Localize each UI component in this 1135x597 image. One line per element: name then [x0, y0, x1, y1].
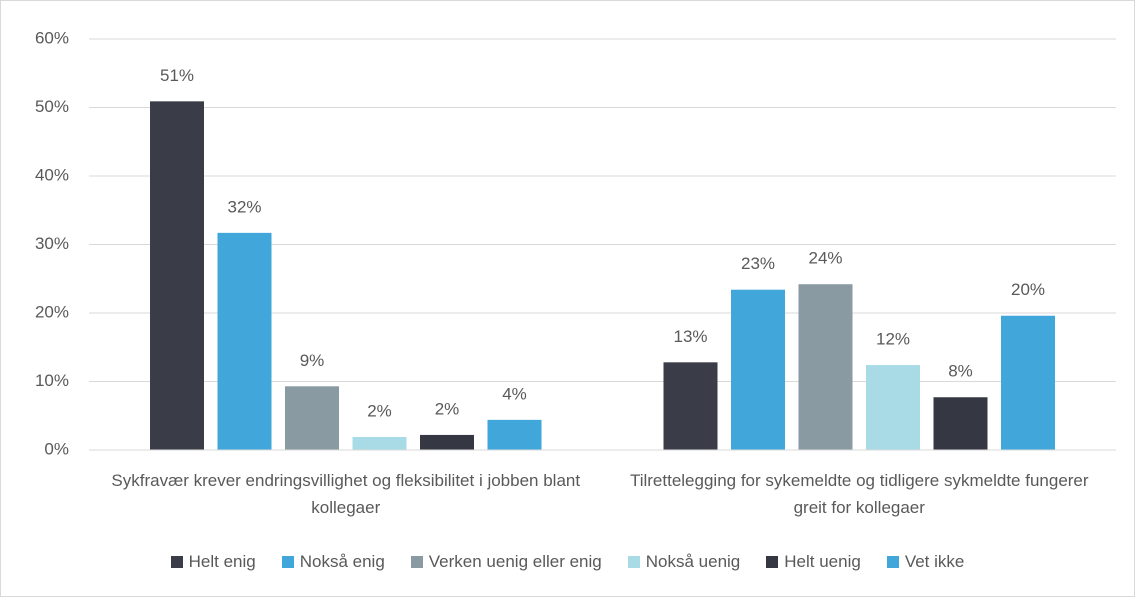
legend-item: Verken uenig eller enig	[410, 552, 602, 572]
data-label: 2%	[367, 401, 392, 420]
y-tick-label: 40%	[35, 165, 69, 184]
legend-label: Helt uenig	[784, 552, 861, 571]
legend-swatch	[766, 556, 779, 568]
bar	[217, 232, 272, 450]
legend-swatch	[410, 556, 423, 568]
y-tick-label: 20%	[35, 302, 69, 321]
legend-item: Helt enig	[170, 552, 256, 572]
bar	[285, 386, 339, 450]
data-label: 23%	[741, 254, 775, 273]
bar	[866, 365, 920, 450]
legend-swatch	[627, 556, 640, 568]
bar	[150, 101, 204, 451]
x-tick-label: Tilrettelegging for sykemeldte og tidlig…	[629, 471, 1089, 517]
bar	[663, 362, 718, 450]
bar	[1001, 315, 1055, 450]
legend-label: Nokså enig	[299, 552, 385, 571]
data-label: 13%	[673, 327, 707, 346]
legend-swatch	[281, 556, 294, 568]
y-tick-label: 10%	[35, 371, 69, 390]
bar	[933, 397, 988, 450]
bar	[731, 289, 785, 450]
bar	[352, 436, 407, 450]
legend-swatch	[170, 556, 183, 568]
legend-swatch	[886, 556, 899, 568]
legend-label: Helt enig	[188, 552, 256, 571]
legend-item: Nokså uenig	[627, 552, 741, 572]
x-tick-label: Sykfravær krever endringsvillighet og fl…	[111, 471, 581, 517]
y-tick-label: 50%	[35, 97, 69, 116]
legend-item: Vet ikke	[886, 552, 965, 572]
data-label: 8%	[948, 362, 973, 381]
legend-label: Nokså uenig	[645, 552, 741, 571]
data-label: 20%	[1011, 280, 1045, 299]
data-label: 9%	[300, 351, 325, 370]
legend-label: Vet ikke	[904, 552, 965, 571]
bar	[420, 434, 474, 450]
y-tick-label: 30%	[35, 234, 69, 253]
y-tick-label: 60%	[35, 28, 69, 47]
legend: Helt enig Nokså enig Verken uenig eller en…	[1, 552, 1134, 572]
legend-item: Helt uenig	[766, 552, 861, 572]
legend-item: Nokså enig	[281, 552, 385, 572]
data-label: 51%	[160, 66, 194, 85]
bar	[798, 284, 853, 450]
legend-label: Verken uenig eller enig	[428, 552, 602, 571]
data-label: 24%	[808, 249, 842, 268]
bar	[487, 419, 542, 450]
data-label: 32%	[227, 197, 261, 216]
data-label: 4%	[502, 384, 527, 403]
data-label: 2%	[435, 399, 460, 418]
data-label: 12%	[876, 330, 910, 349]
y-tick-label: 0%	[44, 439, 69, 458]
